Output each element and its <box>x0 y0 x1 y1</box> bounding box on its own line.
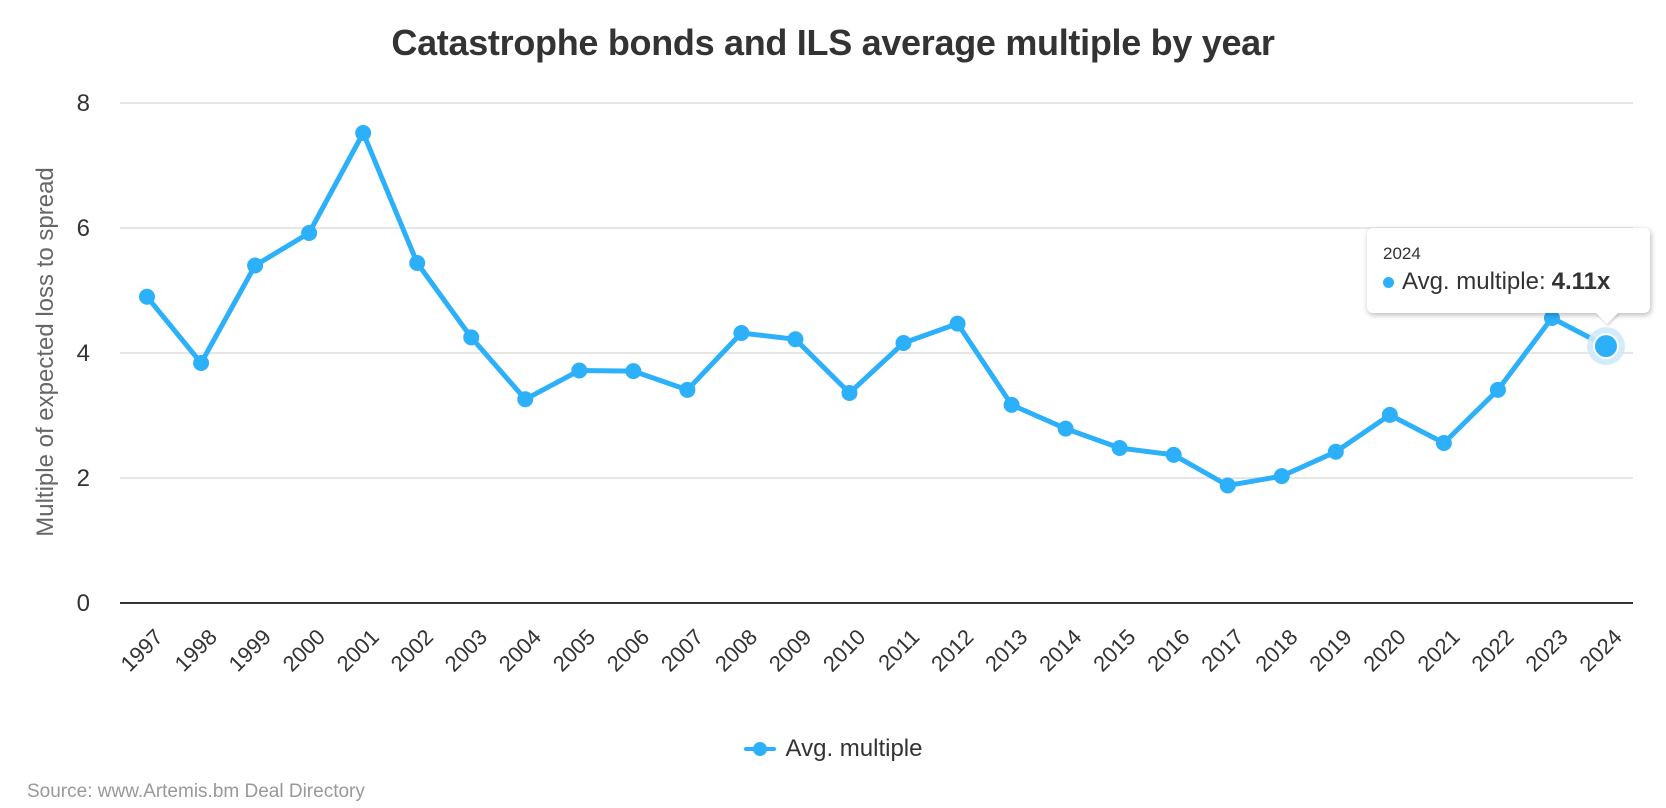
data-point[interactable] <box>301 225 318 241</box>
tooltip-value: 4.11x <box>1551 268 1611 295</box>
data-point[interactable] <box>139 288 156 305</box>
x-tick-label: 2013 <box>980 624 1032 676</box>
data-point[interactable] <box>517 391 534 408</box>
data-point[interactable] <box>1327 443 1344 460</box>
x-tick-label: 2022 <box>1466 624 1518 676</box>
data-point[interactable] <box>841 385 858 401</box>
x-tick-label: 2018 <box>1250 624 1302 676</box>
x-tick-label: 2008 <box>710 624 762 676</box>
data-point[interactable] <box>787 331 804 348</box>
data-point[interactable] <box>949 315 966 332</box>
series-avg-multiple[interactable] <box>139 125 1625 494</box>
data-point[interactable] <box>679 381 696 398</box>
data-point[interactable] <box>895 335 912 351</box>
data-point[interactable] <box>247 257 264 274</box>
x-tick-label: 2023 <box>1521 624 1573 676</box>
data-point[interactable] <box>625 363 642 380</box>
y-tick-label: 8 <box>77 90 90 117</box>
data-point[interactable] <box>571 362 588 379</box>
x-tick-label: 2003 <box>440 624 492 676</box>
chart-title: Catastrophe bonds and ILS average multip… <box>391 22 1275 63</box>
line-marker-icon <box>743 739 776 759</box>
tooltip: 2024 Avg. multiple: 4.11x <box>1367 228 1650 313</box>
x-tick-label: 2024 <box>1575 624 1627 676</box>
y-tick-label: 2 <box>77 465 90 492</box>
x-tick-label: 2005 <box>548 624 600 676</box>
data-point[interactable] <box>193 355 210 371</box>
x-tick-label: 2010 <box>818 624 870 676</box>
y-axis-tick-labels: 0 2 4 6 8 <box>77 90 90 617</box>
data-point[interactable] <box>1381 406 1398 423</box>
x-tick-label: 2021 <box>1412 624 1464 676</box>
data-point[interactable] <box>1435 435 1452 451</box>
data-point[interactable] <box>1543 310 1560 326</box>
data-point-hovered[interactable] <box>1592 333 1619 360</box>
data-point[interactable] <box>409 255 426 271</box>
tooltip-header: 2024 <box>1383 244 1421 263</box>
x-tick-label: 2016 <box>1142 624 1194 676</box>
series-dot-icon <box>1383 276 1394 288</box>
legend: Avg. multiple <box>0 735 1666 763</box>
x-tick-label: 2011 <box>873 624 924 675</box>
x-tick-label: 2002 <box>386 624 438 676</box>
tooltip-series-label: Avg. multiple: <box>1402 268 1546 295</box>
x-tick-label: 2006 <box>602 624 654 676</box>
data-point[interactable] <box>1003 396 1020 413</box>
x-tick-label: 2014 <box>1034 624 1086 676</box>
series-line <box>144 130 1609 488</box>
x-tick-label: 1998 <box>170 624 222 676</box>
x-tick-label: 1997 <box>116 624 168 676</box>
legend-item-avg-multiple[interactable]: Avg. multiple <box>743 735 923 763</box>
data-point[interactable] <box>1111 440 1128 456</box>
x-tick-label: 2007 <box>656 624 708 676</box>
x-tick-label: 2019 <box>1304 624 1356 676</box>
y-tick-label: 6 <box>77 215 90 242</box>
x-tick-label: 2004 <box>494 624 546 676</box>
x-tick-label: 2012 <box>926 624 978 676</box>
data-point[interactable] <box>463 329 480 346</box>
x-axis-tick-labels: 1997 1998 1999 2000 2001 2002 2003 2004 2005 2006… <box>116 624 1627 676</box>
x-tick-label: 1999 <box>224 624 276 676</box>
data-point[interactable] <box>1273 468 1290 485</box>
data-point[interactable] <box>1489 381 1506 398</box>
y-tick-label: 0 <box>77 590 90 617</box>
data-point[interactable] <box>355 125 372 141</box>
data-point[interactable] <box>733 325 750 341</box>
x-tick-label: 2020 <box>1358 624 1410 676</box>
y-tick-label: 4 <box>77 340 90 367</box>
x-tick-label: 2009 <box>764 624 816 676</box>
x-tick-label: 2001 <box>332 624 384 676</box>
legend-label: Avg. multiple <box>785 735 923 762</box>
data-point[interactable] <box>1165 446 1182 463</box>
tooltip-row: Avg. multiple: 4.11x <box>1383 268 1634 296</box>
data-point[interactable] <box>1219 477 1236 494</box>
x-tick-label: 2017 <box>1196 624 1248 676</box>
source-credit: Source: www.Artemis.bm Deal Directory <box>27 781 365 802</box>
data-point[interactable] <box>1057 420 1074 437</box>
x-tick-label: 2000 <box>278 624 330 676</box>
x-tick-label: 2015 <box>1088 624 1140 676</box>
